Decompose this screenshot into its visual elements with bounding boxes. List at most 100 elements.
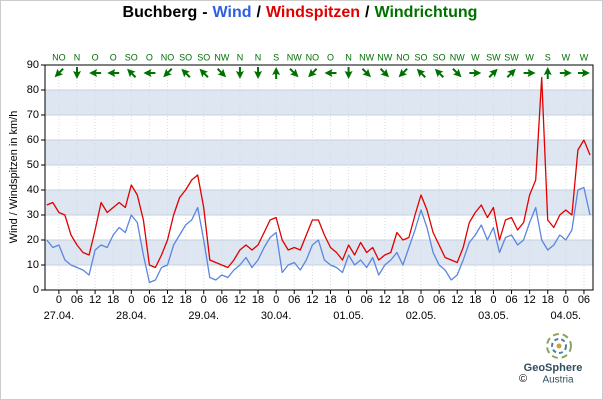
title-part: / <box>365 4 370 21</box>
series-line <box>46 186 591 284</box>
x-tick-label: 06 <box>505 294 517 306</box>
direction-label: NW <box>287 52 302 62</box>
direction-arrow <box>89 69 102 77</box>
direction-arrow <box>324 69 337 77</box>
direction-label: NW <box>214 52 229 62</box>
logo-dot <box>556 343 562 349</box>
x-tick-label: 12 <box>379 294 391 306</box>
y-tick-label: 10 <box>27 259 39 271</box>
logo-ring <box>546 333 572 359</box>
direction-arrow <box>72 67 81 79</box>
x-tick-label: 0 <box>346 294 352 306</box>
direction-label: SO <box>125 52 138 62</box>
x-tick-label: 06 <box>433 294 445 306</box>
x-tick-label: 0 <box>273 294 279 306</box>
direction-arrow <box>543 67 552 79</box>
logo-ring <box>551 338 567 354</box>
direction-label: SO <box>179 52 192 62</box>
direction-arrow <box>469 69 482 77</box>
x-tick-label: 18 <box>324 294 336 306</box>
logo-sub: Austria <box>542 375 574 386</box>
direction-label: O <box>327 52 334 62</box>
y-tick-label: 20 <box>27 234 39 246</box>
x-tick-label: 12 <box>524 294 536 306</box>
direction-label: NW <box>359 52 374 62</box>
copyright: © <box>519 373 527 385</box>
direction-label: N <box>255 52 262 62</box>
y-tick-label: 80 <box>27 84 39 96</box>
x-tick-label: 0 <box>128 294 134 306</box>
y-tick-label: 90 <box>27 59 39 71</box>
x-tick-label: 0 <box>490 294 496 306</box>
series-line <box>46 76 591 269</box>
x-tick-label: 06 <box>578 294 590 306</box>
direction-arrow <box>559 69 572 77</box>
y-tick-label: 30 <box>27 209 39 221</box>
direction-label: W <box>562 52 571 62</box>
x-date-label: 28.04. <box>116 310 147 322</box>
direction-label: NO <box>306 52 320 62</box>
x-tick-label: 06 <box>288 294 300 306</box>
direction-label: O <box>146 52 153 62</box>
y-axis-label: Wind / Windspitzen in km/h <box>8 111 20 244</box>
x-tick-label: 0 <box>418 294 424 306</box>
title-part: Windspitzen <box>266 4 360 21</box>
chart-title: Buchberg - Wind / Windspitzen / Windrichtung <box>123 4 478 21</box>
direction-arrow <box>235 67 244 79</box>
direction-label: SO <box>197 52 210 62</box>
direction-arrow <box>506 68 516 78</box>
x-tick-label: 18 <box>542 294 554 306</box>
direction-label: N <box>74 52 81 62</box>
direction-label: NO <box>161 52 175 62</box>
direction-arrow <box>254 67 263 79</box>
x-tick-label: 06 <box>361 294 373 306</box>
x-tick-label: 0 <box>56 294 62 306</box>
direction-label: S <box>545 52 551 62</box>
x-tick-label: 18 <box>397 294 409 306</box>
x-date-label: 03.05. <box>478 310 509 322</box>
x-date-label: 01.05. <box>333 310 364 322</box>
x-tick-label: 12 <box>451 294 463 306</box>
plot-border <box>44 64 594 291</box>
title-part: Windrichtung <box>374 4 477 21</box>
direction-arrow <box>523 69 536 77</box>
logo-icon <box>546 333 572 359</box>
x-date-label: 27.04. <box>44 310 75 322</box>
title-part: Wind <box>213 4 252 21</box>
x-tick-label: 06 <box>216 294 228 306</box>
x-tick-label: 06 <box>143 294 155 306</box>
direction-arrow <box>54 68 64 78</box>
x-tick-label: 06 <box>71 294 83 306</box>
title-part: / <box>257 4 262 21</box>
direction-label: NO <box>396 52 410 62</box>
direction-label: NW <box>377 52 392 62</box>
direction-label: S <box>273 52 279 62</box>
direction-label: NW <box>450 52 465 62</box>
title-part: - <box>202 4 207 21</box>
direction-label: NO <box>52 52 66 62</box>
x-tick-label: 12 <box>161 294 173 306</box>
direction-label: SW <box>486 52 501 62</box>
y-tick-label: 60 <box>27 134 39 146</box>
x-tick-label: 0 <box>201 294 207 306</box>
logo-name: GeoSphere <box>524 362 583 374</box>
x-tick-label: 0 <box>563 294 569 306</box>
direction-label: W <box>525 52 534 62</box>
direction-arrow <box>577 69 590 77</box>
direction-arrow <box>143 69 156 77</box>
x-date-label: 02.05. <box>406 310 437 322</box>
direction-arrow <box>107 69 120 77</box>
y-tick-label: 0 <box>33 284 39 296</box>
x-tick-label: 18 <box>252 294 264 306</box>
direction-label: SO <box>433 52 446 62</box>
x-tick-label: 12 <box>89 294 101 306</box>
direction-label: SO <box>414 52 427 62</box>
band <box>45 90 593 115</box>
direction-label: N <box>345 52 352 62</box>
x-tick-label: 12 <box>306 294 318 306</box>
x-tick-label: 18 <box>107 294 119 306</box>
title-part: Buchberg <box>123 4 198 21</box>
x-date-label: 29.04. <box>188 310 219 322</box>
direction-label: O <box>110 52 117 62</box>
